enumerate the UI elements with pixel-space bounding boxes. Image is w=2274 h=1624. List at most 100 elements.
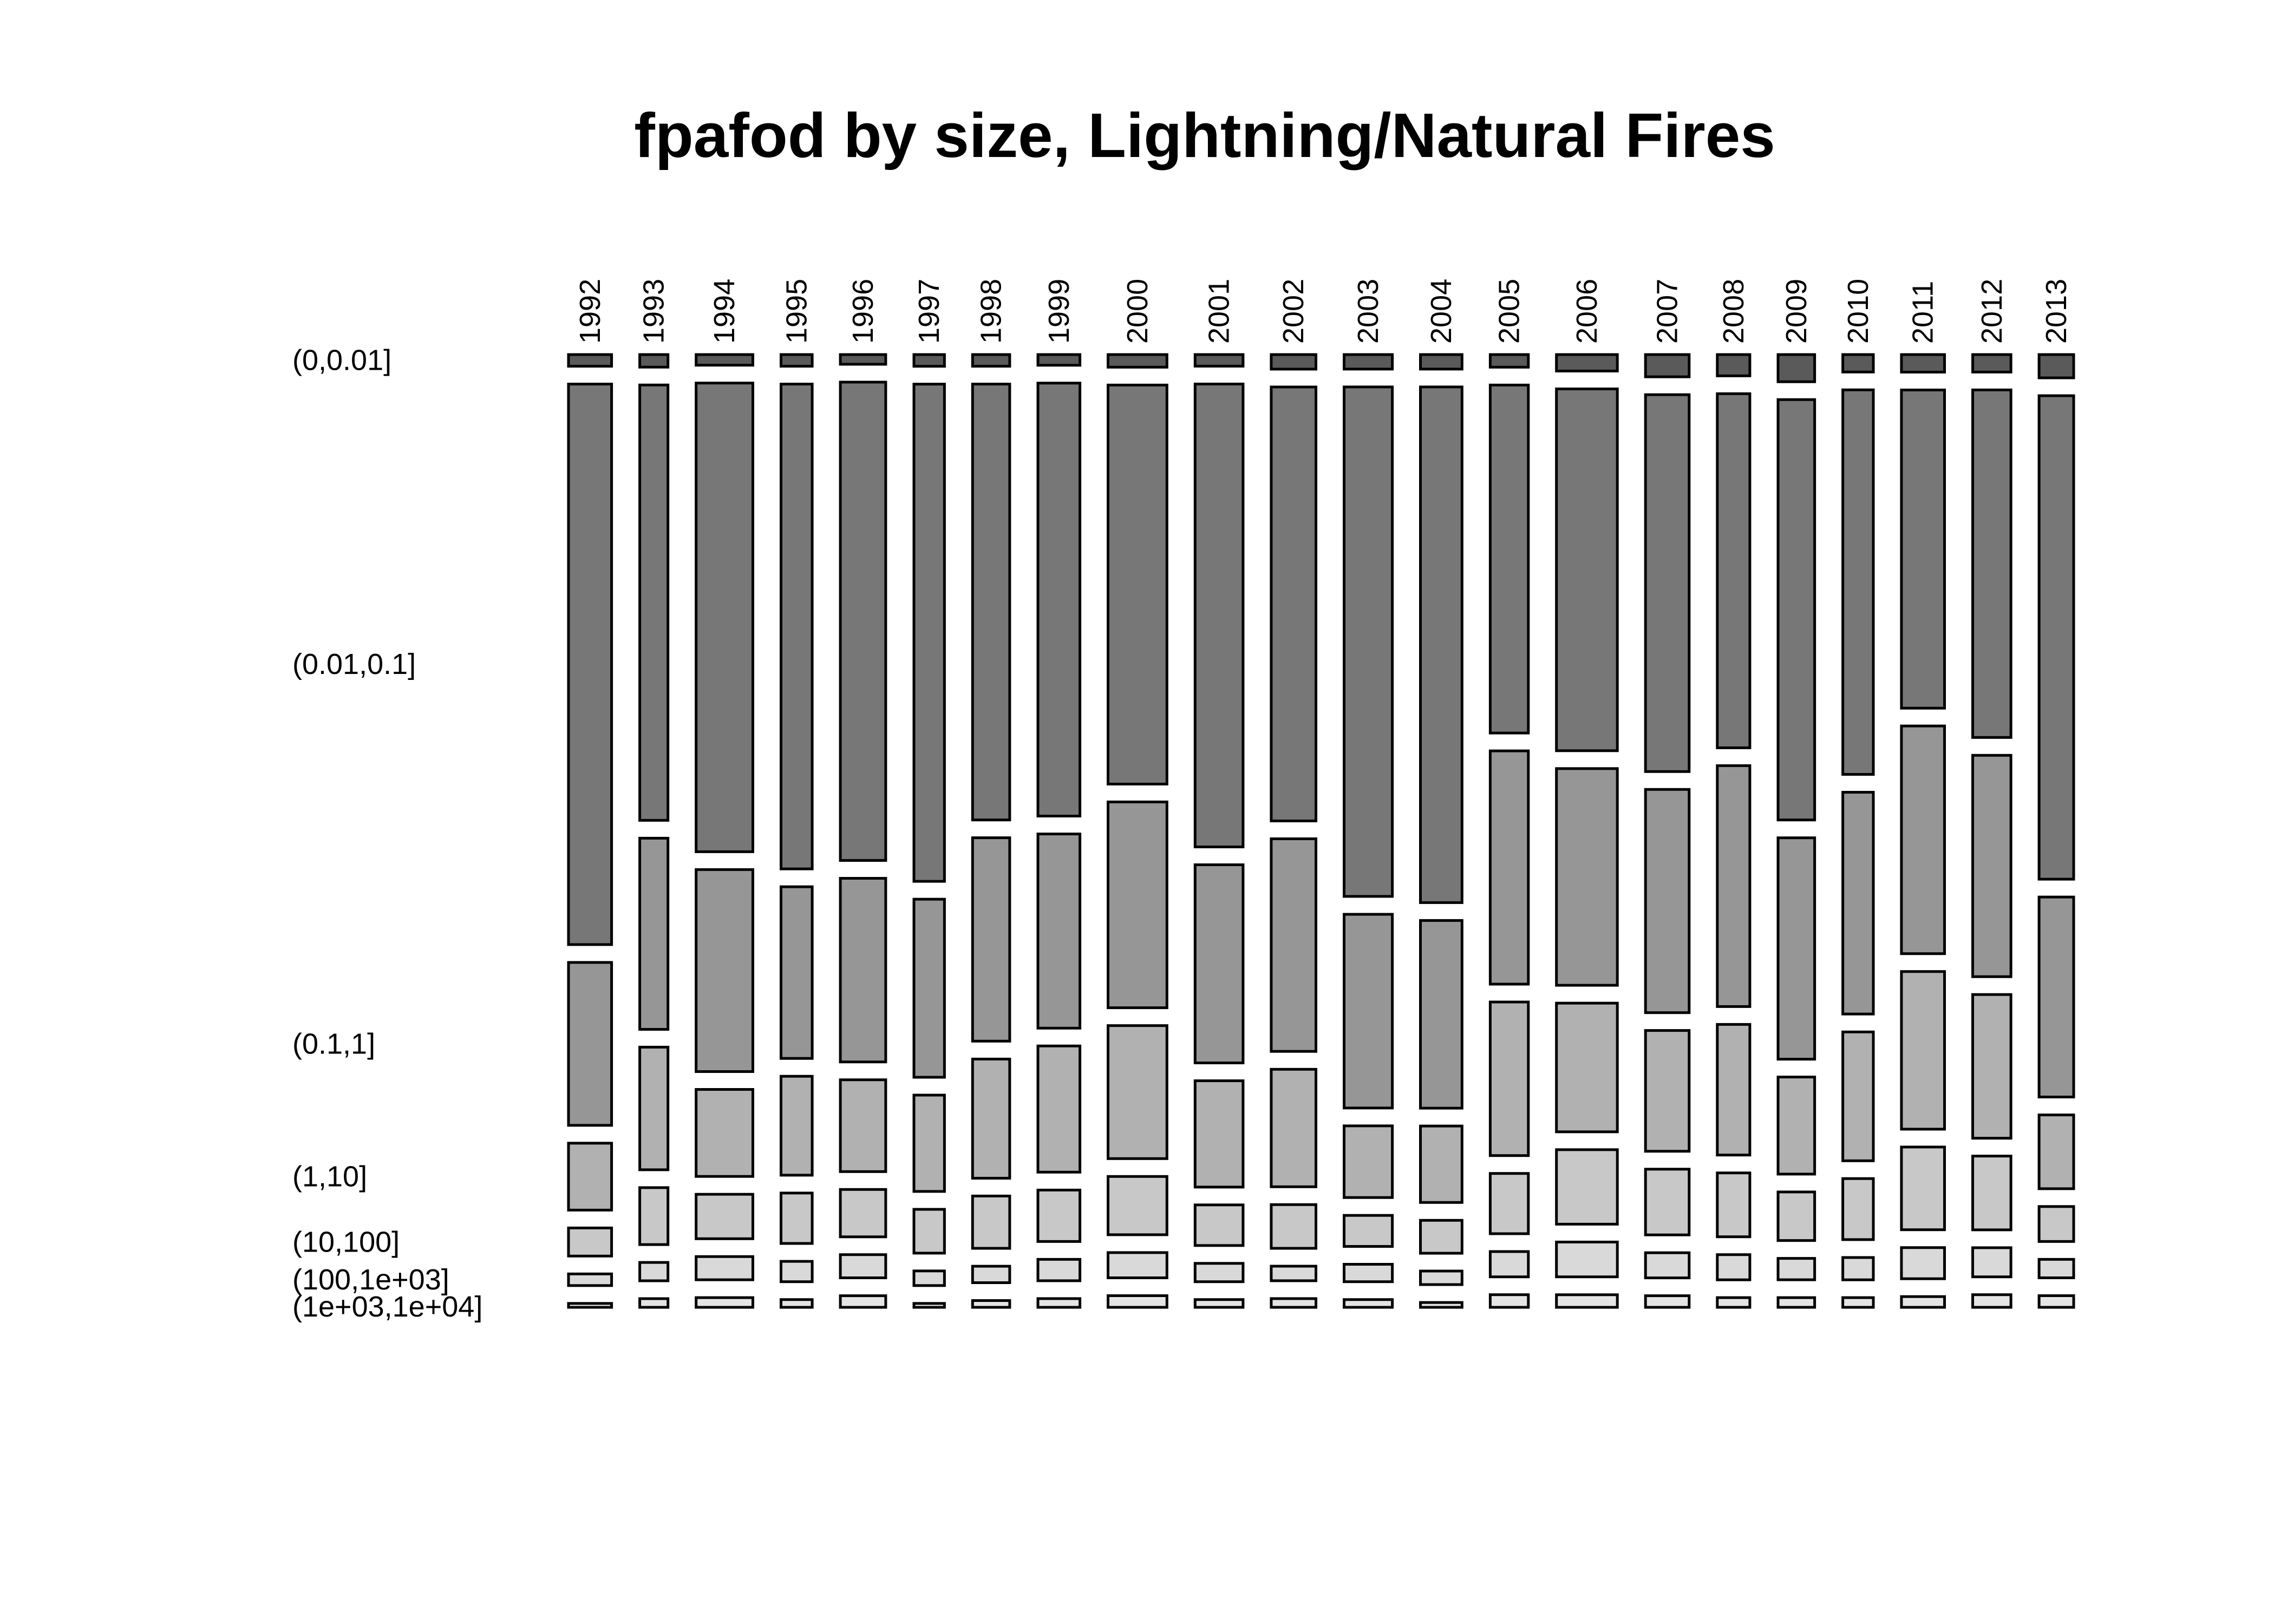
tile-1999-2 [1036,382,1082,817]
size-label-4: (1,10] [292,1161,367,1193]
tile-2005-3 [1488,749,1530,986]
size-category-labels: (0,0.01] (0.01,0.1] (0.1,1] (1,10] (10,100] (… [292,344,482,1323]
tile-2003-6 [1343,1263,1394,1284]
tile-2008-7 [1716,1296,1752,1309]
tile-2010-1 [1841,353,1875,374]
tile-2003-3 [1343,913,1394,1110]
year-label-2012: 2012 [1976,279,2008,344]
tile-1995-5 [780,1191,814,1245]
tile-2012-7 [1971,1293,2012,1309]
tile-1994-6 [695,1255,754,1281]
size-label-6: (100,1e+03] [292,1263,449,1296]
tile-2009-5 [1776,1190,1816,1242]
tile-2012-2 [1971,388,2012,739]
tile-2007-6 [1644,1251,1691,1280]
mosaic-tiles [567,353,2075,1309]
tile-1998-6 [971,1265,1011,1285]
tile-1998-7 [971,1299,1011,1309]
year-label-2006: 2006 [1571,279,1603,344]
year-label-1999: 1999 [1043,279,1075,344]
tile-2006-3 [1555,767,1619,987]
year-label-2004: 2004 [1425,279,1458,344]
tile-2010-7 [1841,1296,1875,1309]
tile-1992-6 [567,1272,613,1287]
tile-2004-6 [1419,1269,1463,1286]
tile-2000-4 [1107,1024,1168,1160]
tile-1994-4 [695,1088,754,1178]
tile-1998-2 [971,383,1011,822]
tile-2000-5 [1107,1175,1168,1236]
tile-2012-5 [1971,1155,2012,1232]
tile-2010-3 [1841,791,1875,1016]
chart-title: fpafod by size, Lightning/Natural Fires [634,100,1775,171]
tile-2001-3 [1193,863,1245,1064]
tile-1996-1 [839,353,887,366]
tile-1999-6 [1036,1258,1082,1282]
tile-2013-5 [2037,1205,2075,1243]
tile-1995-3 [780,885,814,1060]
tile-2012-1 [1971,353,2012,374]
size-label-2: (0.01,0.1] [292,648,416,680]
tile-2012-6 [1971,1246,2012,1279]
tile-2007-5 [1644,1168,1691,1236]
tile-2010-6 [1841,1256,1875,1281]
tile-1992-5 [567,1226,613,1258]
size-label-3: (0.1,1] [292,1027,375,1060]
year-label-1993: 1993 [638,279,670,344]
tile-2009-1 [1776,353,1816,383]
tile-1999-5 [1036,1188,1082,1243]
size-label-1: (0,0.01] [292,344,391,377]
tile-2002-1 [1270,353,1317,371]
tile-2008-4 [1716,1023,1752,1157]
tile-2008-3 [1716,764,1752,1008]
tile-1992-3 [567,961,613,1127]
tile-2009-6 [1776,1257,1816,1281]
tile-2005-6 [1488,1250,1530,1279]
tile-2000-1 [1107,353,1168,369]
tile-2003-7 [1343,1298,1394,1309]
tile-1995-1 [780,353,814,368]
tile-2007-7 [1644,1294,1691,1309]
tile-1998-1 [971,353,1011,368]
tile-1996-2 [839,381,887,862]
tile-2004-1 [1419,353,1463,371]
tile-1996-5 [839,1188,887,1239]
size-label-7: (1e+03,1e+04] [292,1291,482,1323]
tile-2006-2 [1555,387,1619,752]
tile-1997-4 [912,1093,946,1193]
tile-2003-2 [1343,385,1394,898]
tile-2004-2 [1419,385,1463,904]
tile-1996-4 [839,1078,887,1173]
year-label-2010: 2010 [1842,279,1874,344]
tile-2011-6 [1900,1246,1946,1280]
tile-2013-3 [2037,895,2075,1098]
tile-2010-4 [1841,1030,1875,1162]
tile-2006-7 [1555,1293,1619,1309]
tile-2001-2 [1193,382,1245,848]
tile-2013-2 [2037,394,2075,881]
tile-1992-2 [567,383,613,946]
year-label-1998: 1998 [975,279,1008,344]
tile-1993-4 [638,1045,670,1171]
year-label-1992: 1992 [574,279,606,344]
tile-2003-1 [1343,353,1394,371]
tile-2007-2 [1644,393,1691,773]
tile-2001-5 [1193,1203,1245,1247]
tile-1999-1 [1036,353,1082,367]
tile-2002-4 [1270,1068,1317,1188]
tile-1997-2 [912,383,946,883]
year-label-2001: 2001 [1203,279,1236,344]
tile-1995-4 [780,1075,814,1177]
tile-1994-3 [695,868,754,1073]
year-label-2008: 2008 [1717,279,1750,344]
tile-2004-7 [1419,1301,1463,1309]
year-label-1997: 1997 [913,279,945,344]
year-label-2002: 2002 [1277,279,1310,344]
tile-2000-2 [1107,383,1168,785]
tile-2003-4 [1343,1124,1394,1199]
tile-2013-4 [2037,1114,2075,1190]
year-labels: 1992 1993 1994 1995 1996 1997 1998 1999 2000 2001… [574,279,2073,344]
tile-1992-7 [567,1302,613,1309]
tile-2012-4 [1971,993,2012,1140]
